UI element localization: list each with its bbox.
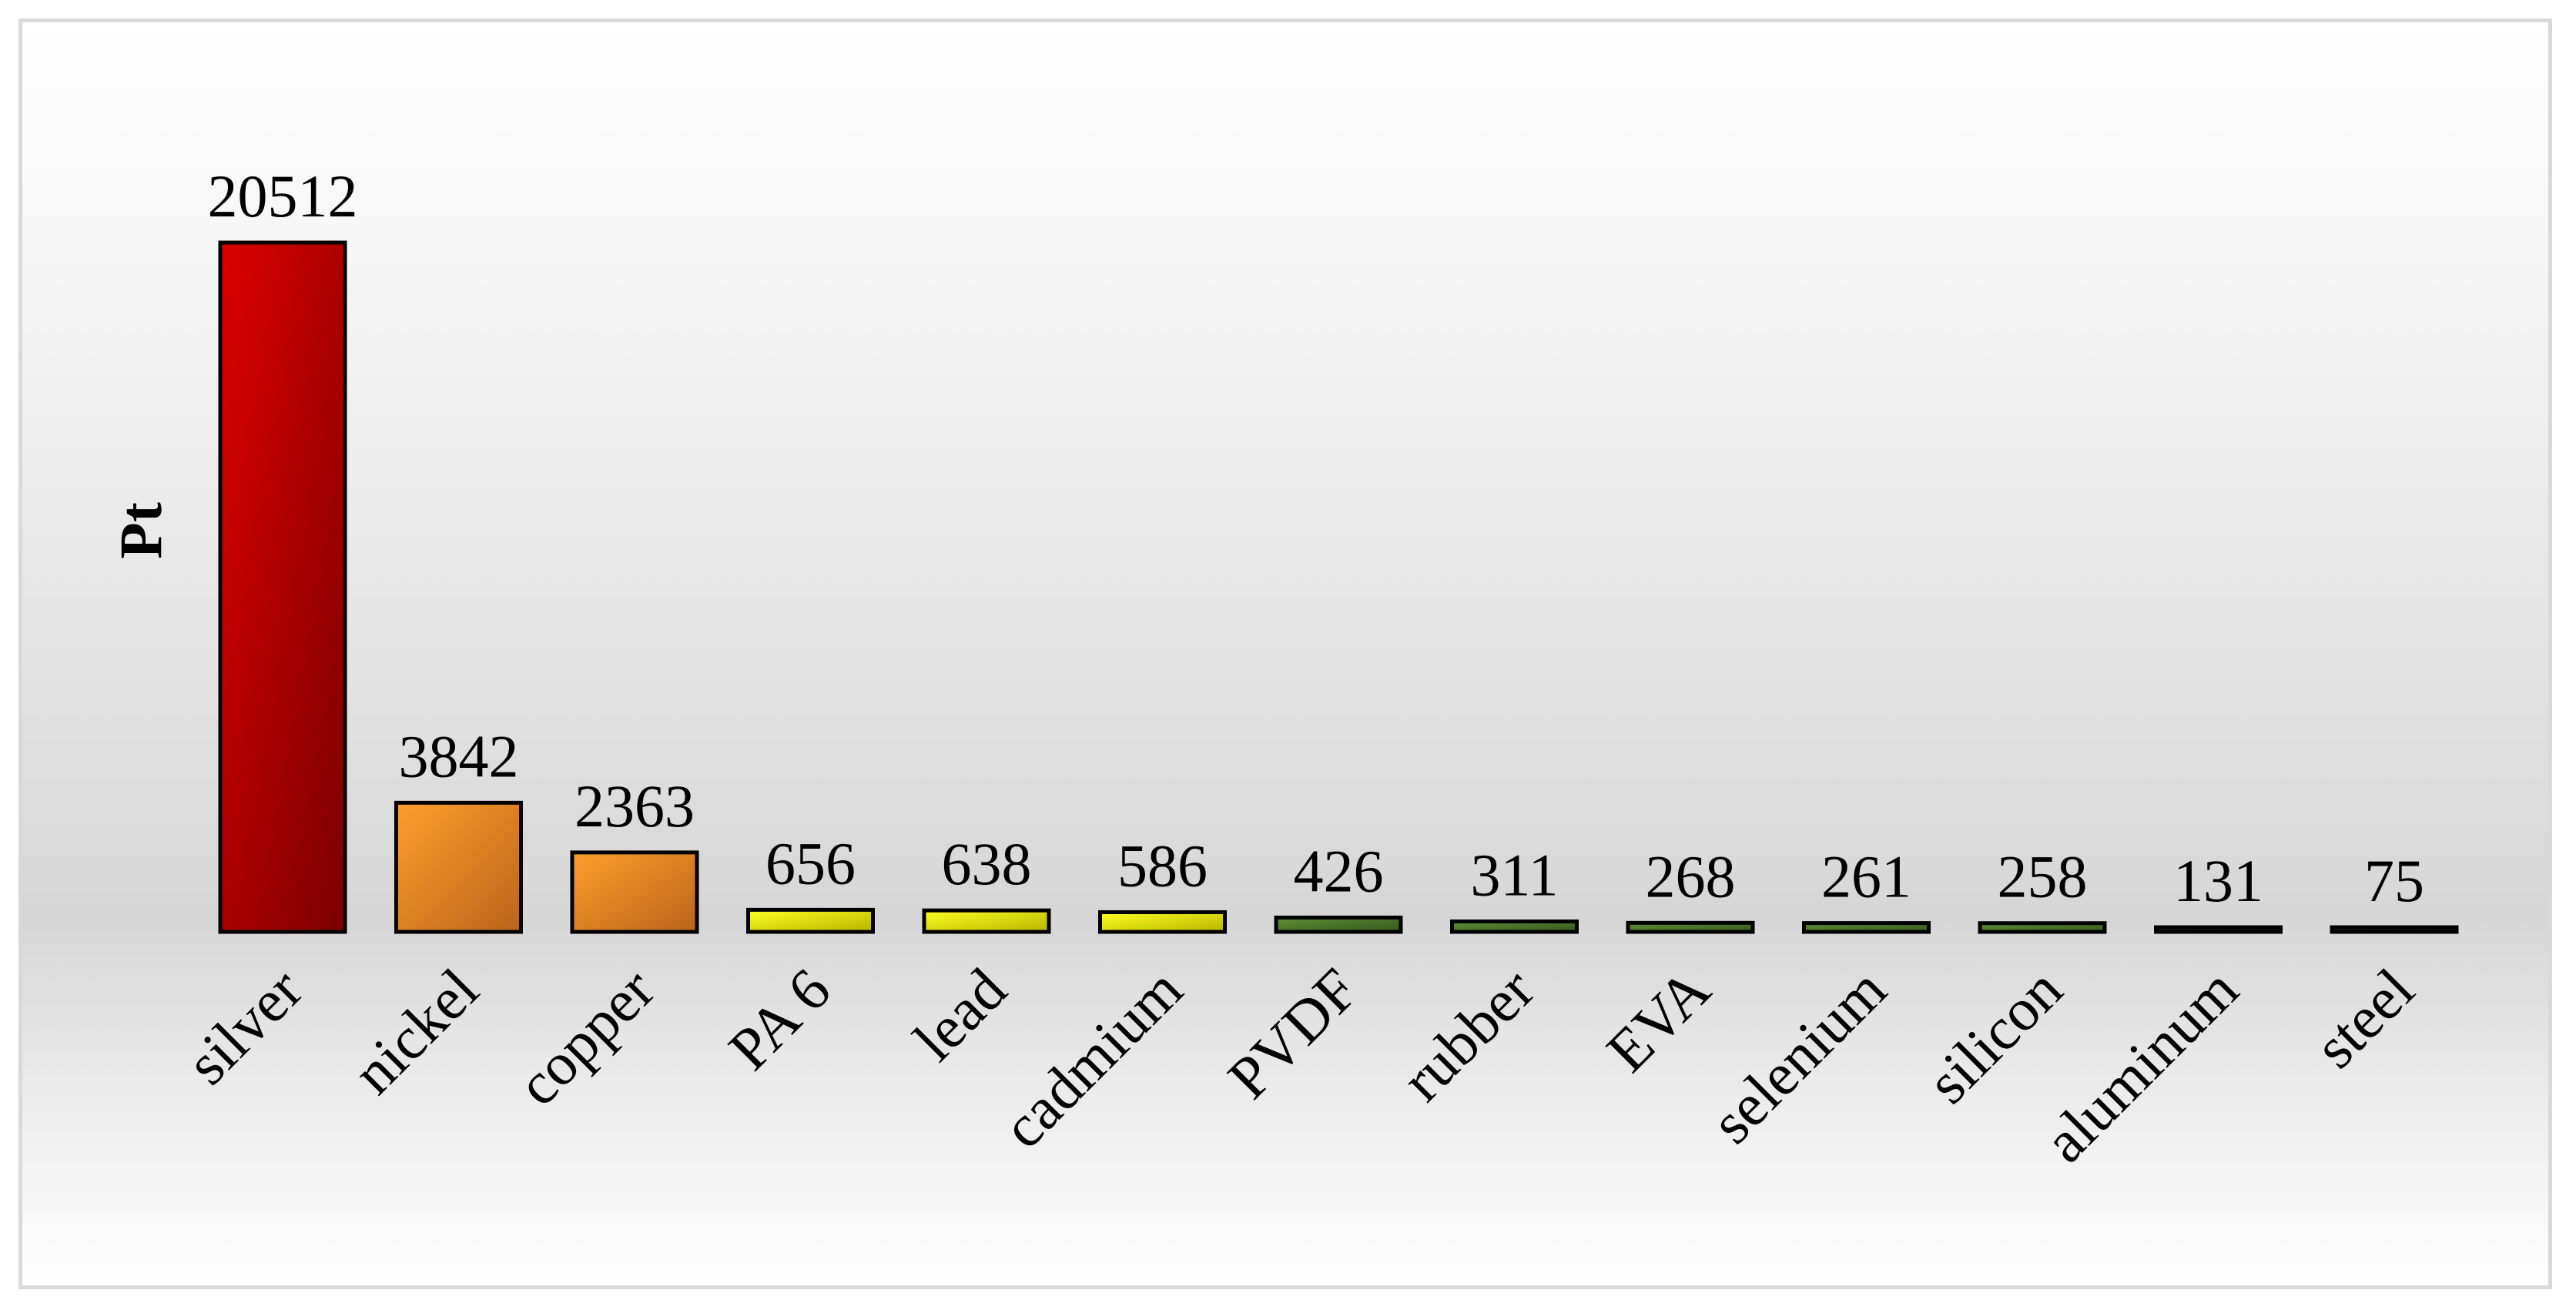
category-label-aluminum: aluminum [2031, 956, 2250, 1175]
value-label-lead: 638 [942, 830, 1032, 897]
category-label-cadmium: cadmium [990, 956, 1195, 1161]
category-label-steel: steel [2301, 956, 2427, 1081]
category-label-eva: EVA [1593, 956, 1723, 1085]
value-label-pa-6: 656 [765, 829, 856, 896]
value-label-rubber: 311 [1470, 841, 1558, 908]
bar-lead [922, 908, 1051, 934]
value-label-pvdf: 426 [1294, 837, 1384, 904]
value-label-selenium: 261 [1821, 843, 1911, 910]
bars-group: 20512 silver 3842 nickel 2363 copper 656 PA 6 63… [173, 162, 2459, 1175]
bar-selenium [1802, 921, 1931, 934]
value-label-nickel: 3842 [399, 722, 519, 789]
category-label-lead: lead [901, 956, 1019, 1074]
bar-rubber [1450, 919, 1579, 934]
bar-copper [570, 850, 699, 934]
value-label-silicon: 258 [1998, 843, 2088, 910]
category-label-nickel: nickel [340, 956, 491, 1107]
value-label-steel: 75 [2364, 847, 2424, 914]
bar-steel [2330, 925, 2459, 934]
bar-pa-6 [746, 907, 875, 934]
bar-cadmium [1098, 910, 1227, 934]
bar-nickel [394, 800, 523, 934]
value-label-aluminum: 131 [2173, 847, 2263, 914]
bar-silver [218, 240, 347, 934]
chart-frame: Pt 20512 silver 3842 nickel 2363 copper 656 PA … [18, 18, 2552, 1289]
category-label-selenium: selenium [1698, 956, 1899, 1157]
bar-aluminum [2154, 925, 2283, 934]
category-label-pa-6: PA 6 [715, 956, 842, 1083]
bar-silicon [1978, 921, 2107, 934]
category-label-pvdf: PVDF [1214, 956, 1371, 1112]
category-label-copper: copper [504, 955, 667, 1118]
y-axis-title: Pt [107, 502, 174, 559]
category-label-rubber: rubber [1388, 955, 1546, 1113]
category-label-silicon: silicon [1914, 956, 2075, 1117]
value-label-copper: 2363 [574, 772, 695, 839]
value-label-eva: 268 [1646, 843, 1736, 910]
bar-chart: Pt 20512 silver 3842 nickel 2363 copper 656 PA … [107, 162, 2459, 1175]
value-label-silver: 20512 [208, 162, 358, 230]
bar-eva [1626, 920, 1755, 934]
category-label-silver: silver [173, 955, 315, 1097]
bar-pvdf [1274, 915, 1403, 934]
value-label-cadmium: 586 [1117, 832, 1208, 899]
